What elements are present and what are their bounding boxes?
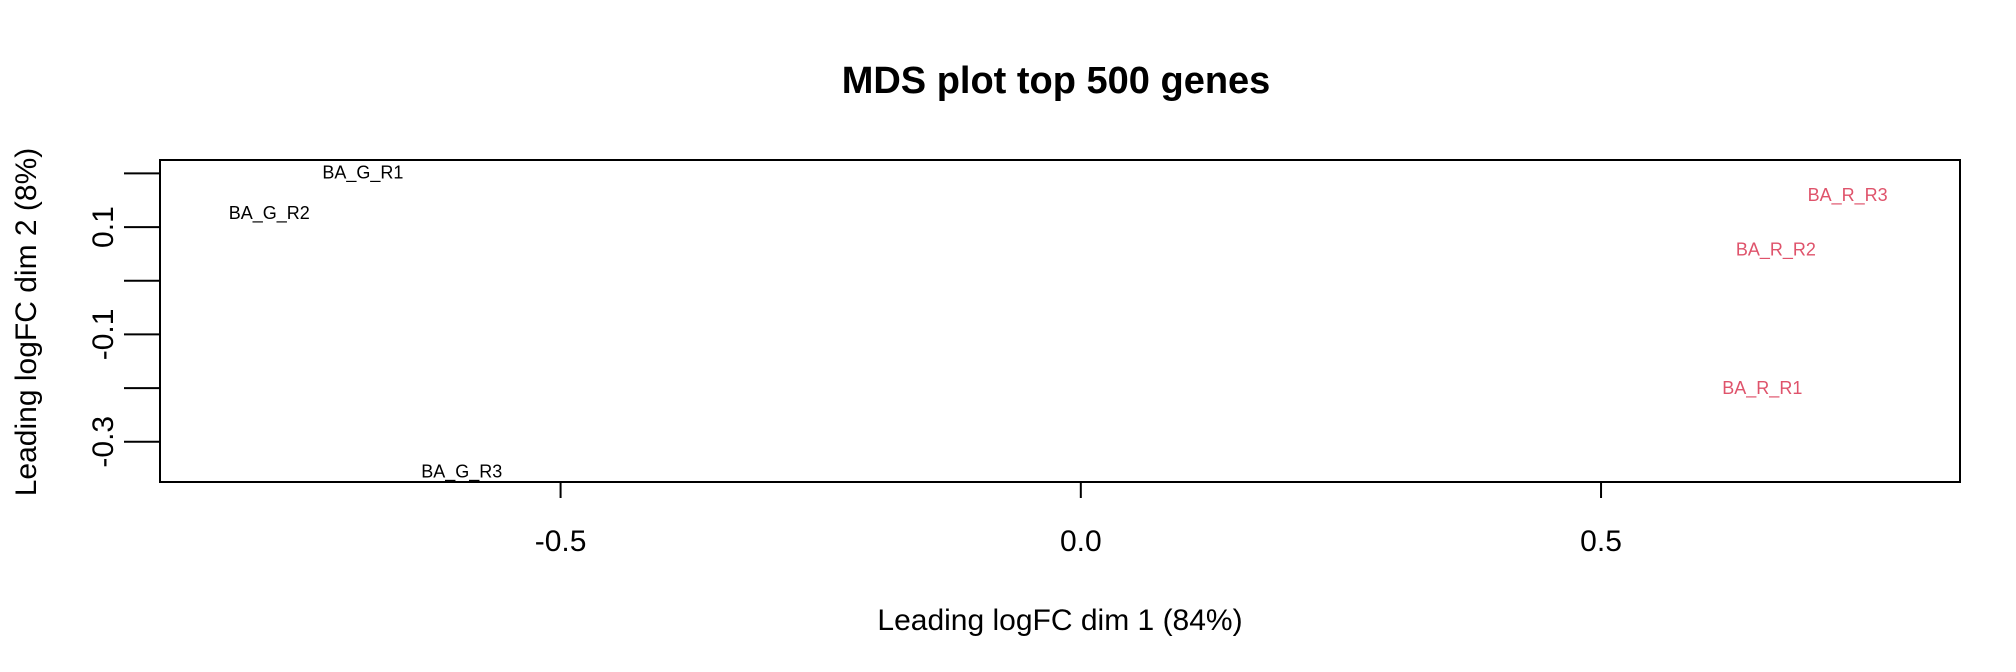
y-tick-label: 0.1 <box>87 206 120 248</box>
y-axis: -0.3 -0.1 0.1 <box>87 172 160 468</box>
plot-frame <box>159 159 1961 483</box>
chart-title: MDS plot top 500 genes <box>842 60 1271 102</box>
x-axis-label: Leading logFC dim 1 (84%) <box>877 604 1242 637</box>
point-label: BA_G_R1 <box>322 162 403 183</box>
point-labels: BA_G_R1 BA_G_R2 BA_G_R3 BA_R_R1 BA_R_R2 BA_R_… <box>229 162 1888 482</box>
x-axis: -0.5 0.0 0.5 <box>535 482 1622 558</box>
point-label: BA_R_R2 <box>1736 240 1816 261</box>
point-label: BA_R_R1 <box>1722 378 1802 399</box>
point-label: BA_G_R3 <box>421 461 502 482</box>
point-label: BA_G_R2 <box>229 203 310 224</box>
point-label: BA_R_R3 <box>1808 185 1888 206</box>
x-tick-label: 0.5 <box>1580 525 1622 558</box>
y-axis-label: Leading logFC dim 2 (8%) <box>10 148 43 497</box>
x-tick-label: 0.0 <box>1060 525 1102 558</box>
x-tick-label: -0.5 <box>535 525 587 558</box>
y-tick-label: -0.1 <box>87 309 120 361</box>
y-tick-label: -0.3 <box>87 416 120 468</box>
